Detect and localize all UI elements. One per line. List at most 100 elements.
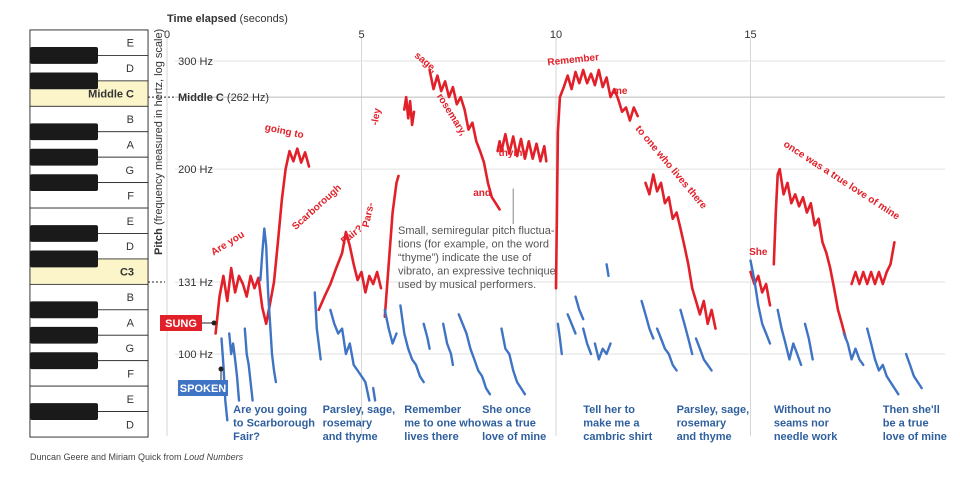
lyric-label: Scarborough [290, 183, 344, 233]
caption-line: Without no [774, 404, 832, 416]
sung-line [428, 68, 501, 211]
piano-black-key [30, 403, 98, 420]
caption-line: She once [482, 404, 531, 416]
lyric-label: She [749, 247, 768, 258]
piano-key-label: B [127, 292, 134, 304]
caption-line: to Scarborough [233, 418, 315, 430]
caption-line: and thyme [323, 431, 378, 443]
spoken-line [556, 322, 563, 356]
y-tick-label: 300 Hz [178, 56, 213, 68]
y-tick-label: 131 Hz [178, 277, 213, 289]
lyric-label: me [613, 86, 628, 97]
piano-key-label: A [127, 318, 135, 330]
lyric-label: rosemary, [434, 92, 468, 138]
lyric-label: -ley [370, 107, 384, 126]
piano-key-label: G [125, 343, 134, 355]
piano-black-key [30, 250, 98, 268]
spoken-line [442, 322, 455, 367]
spoken-line [457, 313, 492, 396]
piano-black-key [30, 225, 98, 242]
lyric-label: Are you [209, 229, 246, 258]
spoken-line [566, 313, 577, 335]
legend-sung-label: SUNG [165, 318, 197, 330]
spoken-line [383, 308, 398, 345]
piano-key-label: D [126, 419, 134, 431]
piano-key-label: D [126, 241, 134, 253]
spoken-line [500, 327, 527, 396]
sung-line [317, 230, 383, 312]
spoken-line [593, 342, 612, 361]
caption-line: lives there [404, 431, 458, 443]
annotation-line: used by musical performers. [398, 279, 536, 291]
caption-line: love of mine [482, 431, 546, 443]
spoken-line [243, 327, 254, 402]
piano-key-label: F [127, 368, 134, 380]
spoken-line [640, 299, 655, 340]
spoken-line [228, 332, 241, 402]
piano-black-key [30, 174, 98, 192]
caption-line: rosemary [323, 418, 373, 430]
spoken-line [574, 295, 585, 321]
sung-line [214, 147, 311, 335]
lyric-label: Pars- [361, 202, 377, 229]
caption-line: Tell her to [583, 404, 635, 416]
spoken-line [220, 337, 229, 422]
spoken-line [313, 291, 322, 361]
spoken-line [749, 259, 772, 345]
annotation-line: tions (for example, on the word [398, 239, 549, 251]
x-tick-label: 5 [358, 29, 364, 41]
y-tick-label: Middle C (262 Hz) [178, 92, 269, 104]
caption-line: cambric shirt [583, 431, 652, 443]
spoken-line [803, 322, 814, 361]
caption-line: and thyme [677, 431, 732, 443]
piano-key-label: E [127, 394, 134, 406]
spoken-line [422, 322, 431, 350]
caption-line: love of mine [883, 431, 947, 443]
annotation-line: Small, semiregular pitch fluctua- [398, 225, 555, 237]
caption-line: Remember [404, 404, 462, 416]
y-tick-label: 100 Hz [178, 349, 213, 361]
caption-line: needle work [774, 431, 838, 443]
spoken-line [904, 352, 923, 390]
spoken-line [329, 308, 371, 402]
lyric-label: going to [264, 122, 305, 141]
piano-key-label: G [125, 165, 134, 177]
legend-sung-dot [211, 320, 217, 326]
spoken-line [776, 308, 803, 367]
caption-line: Parsley, sage, [677, 404, 750, 416]
piano-black-key [30, 123, 98, 141]
sung-line [496, 132, 548, 163]
annotation-line: vibrato, an expressive technique [398, 266, 556, 278]
spoken-line [694, 337, 713, 372]
spoken-line [866, 327, 900, 396]
caption-line: was a true [481, 418, 536, 430]
piano-key-label: A [127, 139, 135, 151]
caption-line: Then she'll [883, 404, 940, 416]
sung-line [644, 173, 717, 330]
piano-key-label: Middle C [88, 89, 134, 101]
spoken-line [605, 263, 610, 278]
piano-black-key [30, 301, 98, 319]
y-axis-title: Pitch (frequency measured in hertz, log … [153, 29, 165, 255]
caption-line: be a true [883, 418, 929, 430]
lyric-label: and [473, 188, 491, 199]
piano-black-key [30, 72, 98, 90]
sung-line [554, 68, 639, 290]
x-tick-label: 15 [744, 29, 756, 41]
x-axis-title: Time elapsed (seconds) [167, 13, 288, 25]
spoken-line [679, 308, 694, 356]
piano-black-key [30, 326, 98, 344]
piano-black-key [30, 352, 98, 370]
caption-line: Parsley, sage, [323, 404, 396, 416]
annotation-line: “thyme”) indicate the use of [398, 252, 532, 264]
credit: Duncan Geere and Miriam Quick from Loud … [30, 452, 243, 462]
caption-line: seams nor [774, 418, 830, 430]
piano-key-label: B [127, 114, 134, 126]
piano-key-label: D [126, 63, 134, 75]
spoken-line [655, 327, 678, 372]
legend-spoken-dot [218, 366, 224, 372]
caption-line: Are you going [233, 404, 307, 416]
spoken-line [372, 386, 377, 402]
